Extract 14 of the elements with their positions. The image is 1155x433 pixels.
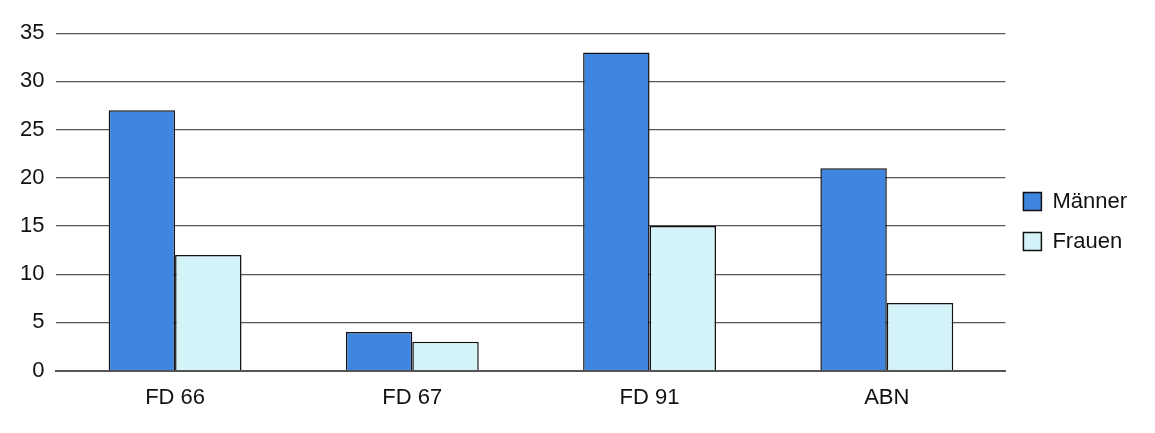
y-tick-label: 15	[19, 212, 45, 238]
x-tick-label: FD 91	[619, 383, 680, 409]
x-tick-label: FD 67	[382, 383, 443, 409]
y-tick-label: 30	[19, 67, 45, 93]
y-tick-label: 10	[19, 260, 45, 286]
legend-label: Männer	[1052, 187, 1127, 213]
y-tick-label: 0	[32, 356, 45, 382]
y-tick-label: 5	[32, 308, 45, 334]
legend-label: Frauen	[1052, 227, 1123, 253]
x-tick-label: FD 66	[145, 383, 206, 409]
x-tick-label: ABN	[864, 383, 910, 409]
y-tick-label: 20	[19, 163, 45, 189]
y-tick-label: 35	[19, 19, 45, 45]
y-tick-label: 25	[19, 115, 45, 141]
